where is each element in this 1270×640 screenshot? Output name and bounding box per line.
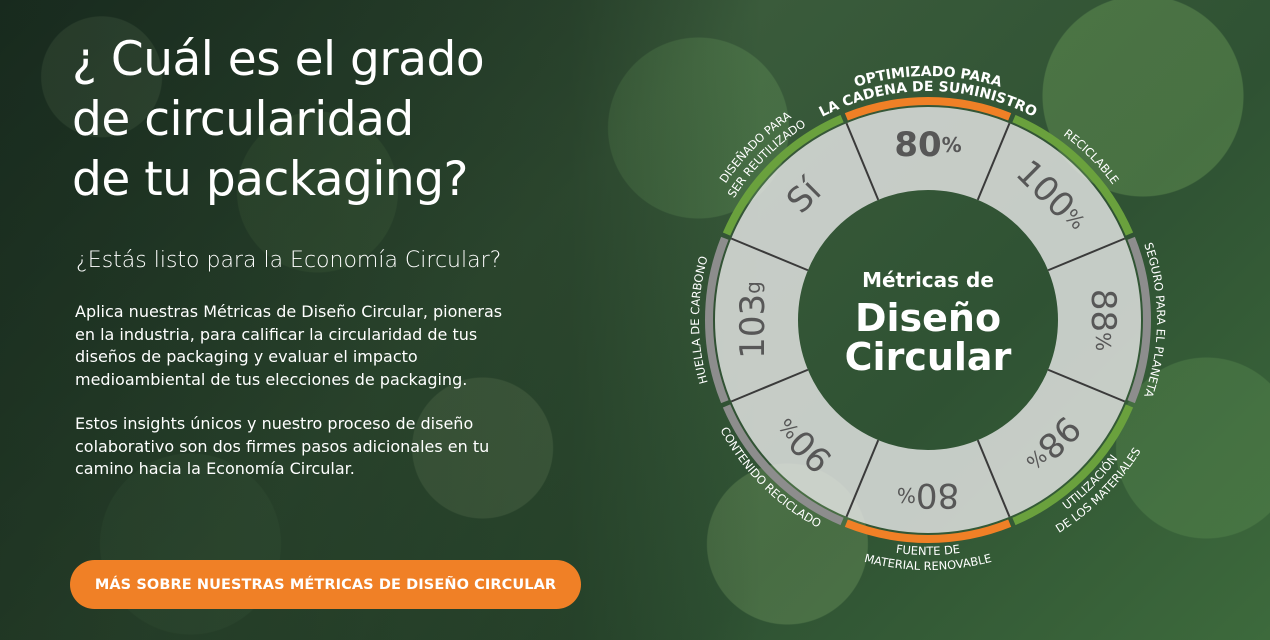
segment-divider <box>1047 368 1126 403</box>
paragraph-line: diseños de packaging y evaluar el impact… <box>75 347 418 366</box>
wheel-ring <box>715 107 1141 533</box>
wheel-center-line1: Métricas de <box>862 268 994 292</box>
metric-rim-recyclable <box>1012 114 1134 236</box>
paragraph-1: Aplica nuestras Métricas de Diseño Circu… <box>75 301 535 391</box>
segment-divider <box>845 439 880 518</box>
segment-divider <box>976 439 1011 518</box>
segment-divider <box>1047 237 1126 272</box>
metric-value-number: 103 <box>733 294 773 359</box>
metric-value-number: 80 <box>894 125 941 165</box>
paragraph-2: Estos insights únicos y nuestro proceso … <box>75 413 535 481</box>
wheel-center-line3: Circular <box>845 335 1012 379</box>
metric-value-renewable: 80% <box>897 476 959 516</box>
metric-label-renewable: FUENTE DE <box>895 542 961 558</box>
metric-rim-planet <box>1127 236 1152 404</box>
paragraph-line: colaborativo son dos firmes pasos adicio… <box>75 436 490 456</box>
segment-divider <box>730 368 809 403</box>
metric-rim-carbon <box>705 236 729 404</box>
headline-line: de circularidad <box>72 92 414 147</box>
segment-divider <box>976 122 1011 201</box>
headline-line: de tu packaging? <box>72 152 468 207</box>
paragraph-line: Estos insights únicos y nuestro proceso … <box>75 414 474 433</box>
metric-rim-renewable <box>844 519 1012 543</box>
metrics-cta-button[interactable]: MÁS SOBRE NUESTRAS MÉTRICAS DE DISEÑO CI… <box>70 560 581 609</box>
headline: ¿ Cuál es el grado de circularidad de tu… <box>72 30 592 210</box>
metric-value-unit: % <box>897 484 916 508</box>
paragraph-line: medioambiental de tus elecciones de pack… <box>75 369 468 389</box>
wheel-center: Métricas de Diseño Circular <box>845 268 1012 379</box>
metric-value-carbon: 103g <box>733 281 773 359</box>
subheading: ¿Estás listo para la Economía Circular? <box>76 248 502 273</box>
metric-value-unit: g <box>741 281 765 294</box>
metric-value-number: 88 <box>1084 289 1124 332</box>
paragraph-line: Aplica nuestras Métricas de Diseño Circu… <box>75 302 503 321</box>
segment-divider <box>845 122 880 201</box>
metric-value-unit: % <box>1092 332 1116 351</box>
metric-rim-recycled <box>722 404 844 526</box>
paragraph-line: camino hacia la Economía Circular. <box>75 459 355 478</box>
metric-value-unit: % <box>942 133 962 157</box>
metric-rim-supply <box>844 97 1012 121</box>
segment-divider <box>730 237 809 272</box>
headline-line: ¿ Cuál es el grado <box>72 32 485 87</box>
metric-rim-materials <box>1012 404 1134 526</box>
intro-section: ¿ Cuál es el grado de circularidad de tu… <box>72 30 592 481</box>
wheel-center-line2: Diseño <box>855 296 1001 340</box>
metric-value-planet: 88% <box>1084 289 1124 351</box>
metric-value-supply: 80% <box>894 125 961 165</box>
paragraph-line: en la industria, para calificar la circu… <box>75 324 478 344</box>
metric-label-text: FUENTE DE <box>895 542 961 558</box>
metric-rim-reuse <box>722 114 844 236</box>
metric-value-number: 80 <box>916 476 959 516</box>
